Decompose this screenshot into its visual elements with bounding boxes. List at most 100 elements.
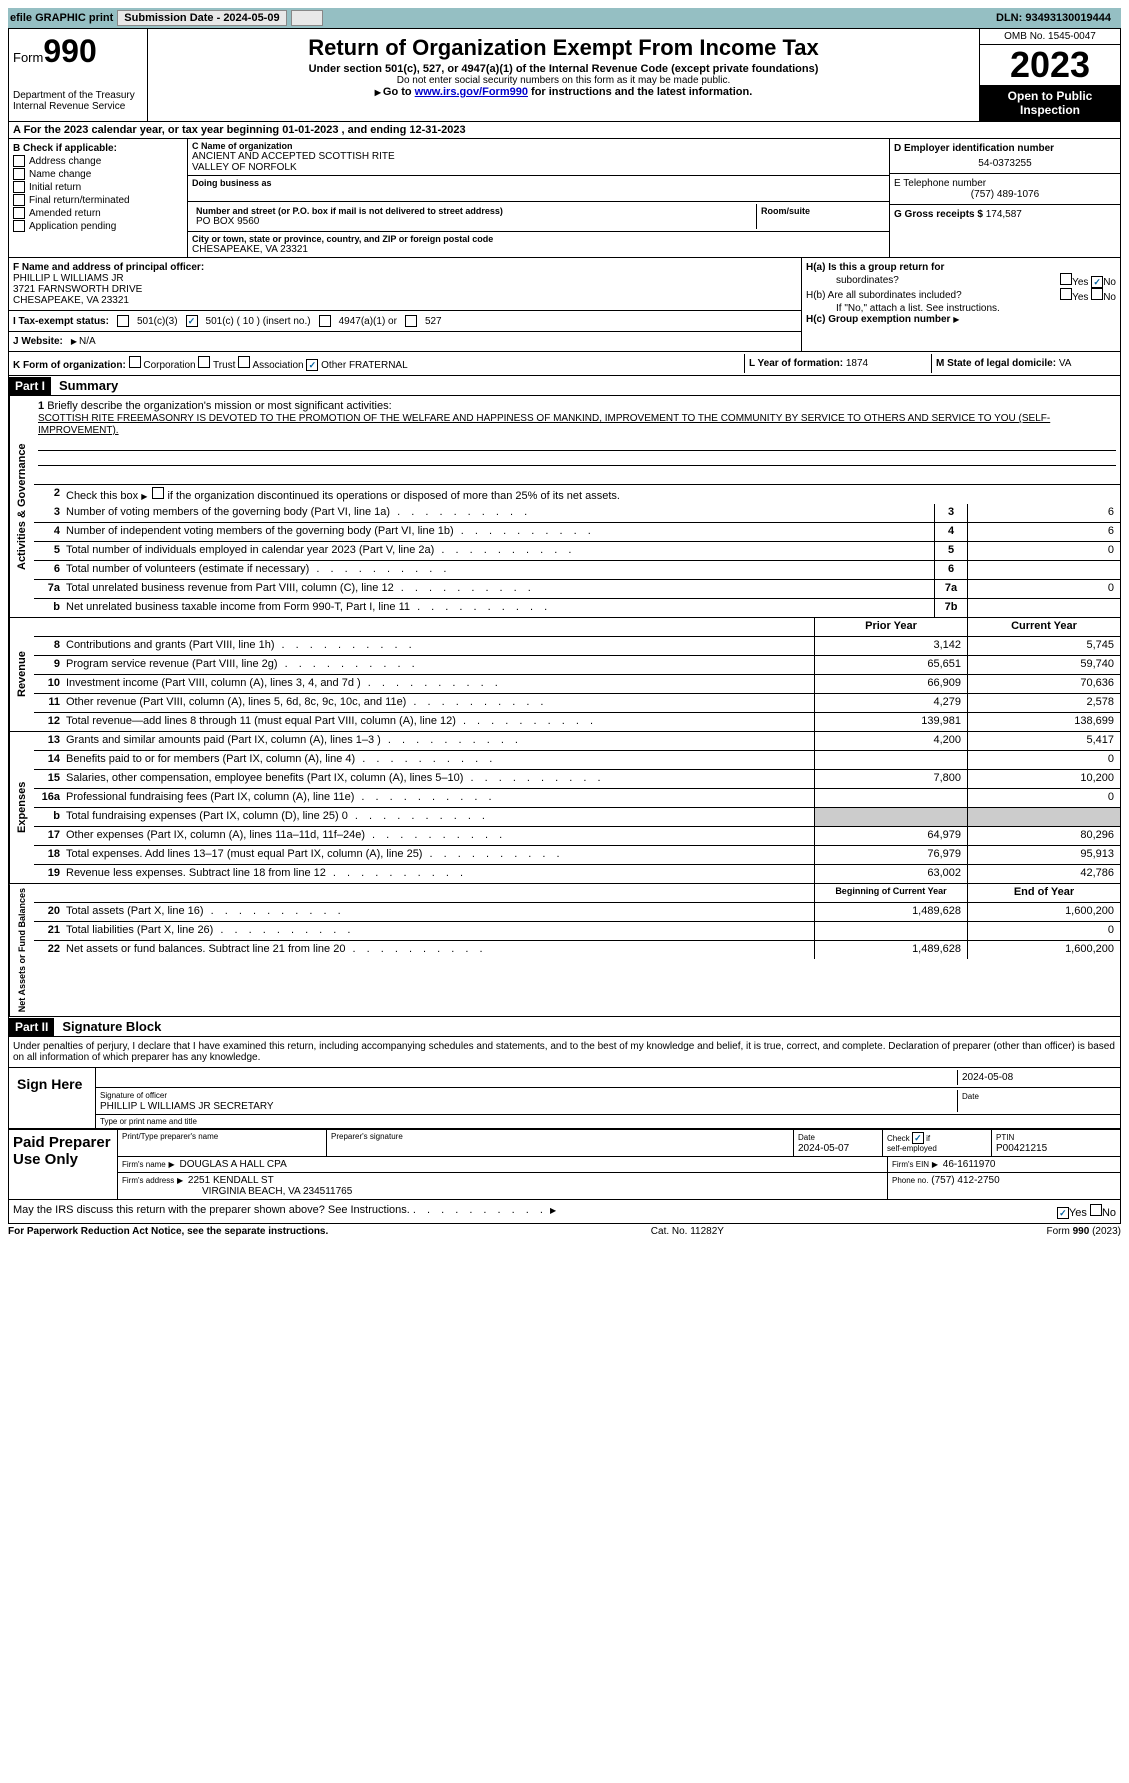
officer-street: 3721 FARNSWORTH DRIVE [13, 284, 797, 295]
other-value: FRATERNAL [349, 360, 408, 371]
domicile-label: M State of legal domicile: [936, 358, 1056, 369]
form-header: Form990 Department of the Treasury Inter… [8, 28, 1121, 122]
net-section: Net Assets or Fund Balances Beginning of… [8, 884, 1121, 1017]
part1-header: Part I [9, 377, 51, 395]
part1-header-row: Part I Summary [8, 376, 1121, 396]
form-label: Form [13, 50, 43, 65]
type-name-label: Type or print name and title [96, 1115, 1120, 1128]
officer-sig-name: PHILLIP L WILLIAMS JR SECRETARY [100, 1101, 274, 1112]
summary-line: 7aTotal unrelated business revenue from … [34, 580, 1120, 599]
footer: For Paperwork Reduction Act Notice, see … [8, 1224, 1121, 1239]
final-return-checkbox[interactable] [13, 194, 25, 206]
revenue-section: Revenue Prior Year Current Year 8Contrib… [8, 618, 1121, 732]
section-de: D Employer identification number 54-0373… [889, 139, 1120, 257]
name-change-checkbox[interactable] [13, 168, 25, 180]
gov-vtab: Activities & Governance [9, 396, 34, 617]
527-checkbox[interactable] [405, 315, 417, 327]
year-formation-label: L Year of formation: [749, 358, 843, 369]
end-year-header: End of Year [967, 884, 1120, 902]
trust-checkbox[interactable] [198, 356, 210, 368]
main-info-block: B Check if applicable: Address change Na… [8, 139, 1121, 258]
hb-label: H(b) Are all subordinates included? [806, 290, 962, 301]
dln-label: DLN: 93493130019444 [996, 12, 1119, 24]
revenue-line: 8Contributions and grants (Part VIII, li… [34, 637, 1120, 656]
part1-title: Summary [51, 376, 126, 395]
expense-line: 17Other expenses (Part IX, column (A), l… [34, 827, 1120, 846]
dba-label: Doing business as [192, 178, 885, 188]
rev-vtab: Revenue [9, 618, 34, 731]
assoc-checkbox[interactable] [238, 356, 250, 368]
summary-line: 5Total number of individuals employed in… [34, 542, 1120, 561]
officer-city: CHESAPEAKE, VA 23321 [13, 295, 797, 306]
open-inspection: Open to Public Inspection [980, 85, 1120, 121]
prior-year-header: Prior Year [814, 618, 967, 636]
corp-checkbox[interactable] [129, 356, 141, 368]
sig-date: 2024-05-08 [957, 1070, 1116, 1085]
ha-yes-checkbox[interactable] [1060, 273, 1072, 285]
other-checkbox[interactable] [306, 359, 318, 371]
year-formation-value: 1874 [846, 358, 868, 369]
part2-title: Signature Block [54, 1017, 169, 1036]
ha-no-checkbox[interactable] [1091, 276, 1103, 288]
mission-label: Briefly describe the organization's miss… [47, 400, 391, 412]
tax-year: 2023 [980, 45, 1120, 85]
blank-button[interactable] [291, 10, 323, 26]
form-title: Return of Organization Exempt From Incom… [152, 35, 975, 61]
exp-vtab: Expenses [9, 732, 34, 883]
gross-receipts-value: 174,587 [986, 209, 1022, 220]
officer-name: PHILLIP L WILLIAMS JR [13, 273, 797, 284]
initial-return-checkbox[interactable] [13, 181, 25, 193]
sig-officer-label: Signature of officer [100, 1091, 167, 1100]
summary-line: 3Number of voting members of the governi… [34, 504, 1120, 523]
ein-value: 54-0373255 [894, 158, 1116, 169]
officer-label: F Name and address of principal officer: [13, 262, 797, 273]
address-change-checkbox[interactable] [13, 155, 25, 167]
hb-no-checkbox[interactable] [1091, 288, 1103, 300]
perjury-declaration: Under penalties of perjury, I declare th… [9, 1037, 1120, 1067]
street-value: PO BOX 9560 [196, 216, 752, 227]
submission-date-button[interactable]: Submission Date - 2024-05-09 [117, 10, 286, 26]
firm-phone: (757) 412-2750 [931, 1175, 999, 1186]
expense-line: bTotal fundraising expenses (Part IX, co… [34, 808, 1120, 827]
expense-line: 16aProfessional fundraising fees (Part I… [34, 789, 1120, 808]
form-ref: Form 990 (2023) [1047, 1226, 1121, 1237]
paperwork-notice: For Paperwork Reduction Act Notice, see … [8, 1226, 328, 1237]
org-name-label: C Name of organization [192, 141, 885, 151]
net-line: 22Net assets or fund balances. Subtract … [34, 941, 1120, 959]
website-value: N/A [71, 336, 96, 347]
4947-checkbox[interactable] [319, 315, 331, 327]
expense-line: 15Salaries, other compensation, employee… [34, 770, 1120, 789]
phone-label: E Telephone number [894, 178, 1116, 189]
hc-label: H(c) Group exemption number [806, 314, 1116, 325]
paid-preparer-label: Paid Preparer Use Only [9, 1130, 118, 1199]
form-org-label: K Form of organization: [13, 360, 126, 371]
app-pending-checkbox[interactable] [13, 220, 25, 232]
discontinued-checkbox[interactable] [152, 487, 164, 499]
discuss-row: May the IRS discuss this return with the… [8, 1200, 1121, 1224]
ptin-value: P00421215 [996, 1143, 1047, 1154]
org-name-2: VALLEY OF NORFOLK [192, 162, 885, 173]
phone-value: (757) 489-1076 [894, 189, 1116, 200]
omb-number: OMB No. 1545-0047 [980, 29, 1120, 45]
summary-line: 4Number of independent voting members of… [34, 523, 1120, 542]
revenue-line: 10Investment income (Part VIII, column (… [34, 675, 1120, 694]
section-klm: K Form of organization: Corporation Trus… [8, 352, 1121, 376]
prep-date: 2024-05-07 [798, 1143, 849, 1154]
tax-status-label: I Tax-exempt status: [13, 316, 109, 327]
discuss-no-checkbox[interactable] [1090, 1204, 1102, 1216]
revenue-line: 11Other revenue (Part VIII, column (A), … [34, 694, 1120, 713]
gross-receipts-label: G Gross receipts $ [894, 209, 983, 220]
501c3-checkbox[interactable] [117, 315, 129, 327]
self-employed-checkbox[interactable] [912, 1132, 924, 1144]
irs-link[interactable]: www.irs.gov/Form990 [415, 86, 528, 98]
501c-checkbox[interactable] [186, 315, 198, 327]
amended-return-checkbox[interactable] [13, 207, 25, 219]
street-label: Number and street (or P.O. box if mail i… [196, 206, 752, 216]
expense-line: 13Grants and similar amounts paid (Part … [34, 732, 1120, 751]
cat-number: Cat. No. 11282Y [651, 1226, 724, 1237]
city-value: CHESAPEAKE, VA 23321 [192, 244, 885, 255]
discuss-yes-checkbox[interactable] [1057, 1207, 1069, 1219]
firm-addr2: VIRGINIA BEACH, VA 234511765 [122, 1186, 352, 1197]
net-line: 20Total assets (Part X, line 16)1,489,62… [34, 903, 1120, 922]
hb-yes-checkbox[interactable] [1060, 288, 1072, 300]
